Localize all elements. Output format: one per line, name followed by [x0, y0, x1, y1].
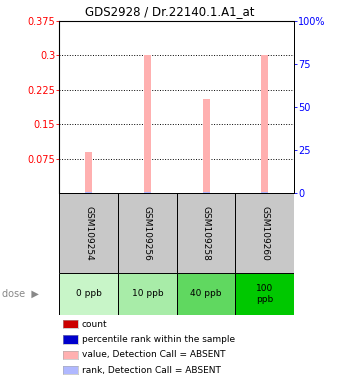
Bar	[261, 55, 268, 193]
Bar	[85, 152, 92, 193]
Bar	[177, 273, 235, 315]
Text: rank, Detection Call = ABSENT: rank, Detection Call = ABSENT	[82, 366, 220, 375]
Bar	[85, 192, 92, 193]
Bar	[203, 192, 210, 193]
Text: dose  ▶: dose ▶	[2, 289, 38, 299]
Bar	[144, 192, 151, 193]
Text: GSM109254: GSM109254	[84, 205, 93, 260]
Bar	[235, 193, 294, 273]
Text: 40 ppb: 40 ppb	[190, 290, 222, 298]
Text: GSM109258: GSM109258	[202, 205, 210, 260]
Bar	[59, 273, 118, 315]
Bar	[261, 192, 268, 193]
Text: GDS2928 / Dr.22140.1.A1_at: GDS2928 / Dr.22140.1.A1_at	[85, 5, 255, 18]
Text: 100
ppb: 100 ppb	[256, 284, 273, 304]
Bar	[177, 193, 235, 273]
Text: 10 ppb: 10 ppb	[132, 290, 163, 298]
Text: value, Detection Call = ABSENT: value, Detection Call = ABSENT	[82, 350, 225, 359]
Text: count: count	[82, 320, 107, 329]
Text: GSM109260: GSM109260	[260, 205, 269, 260]
Bar	[144, 55, 151, 193]
Bar	[118, 273, 177, 315]
Text: percentile rank within the sample: percentile rank within the sample	[82, 335, 235, 344]
Bar	[118, 193, 177, 273]
Bar	[203, 99, 210, 193]
Bar	[59, 193, 118, 273]
Text: 0 ppb: 0 ppb	[76, 290, 102, 298]
Text: GSM109256: GSM109256	[143, 205, 152, 260]
Bar	[235, 273, 294, 315]
